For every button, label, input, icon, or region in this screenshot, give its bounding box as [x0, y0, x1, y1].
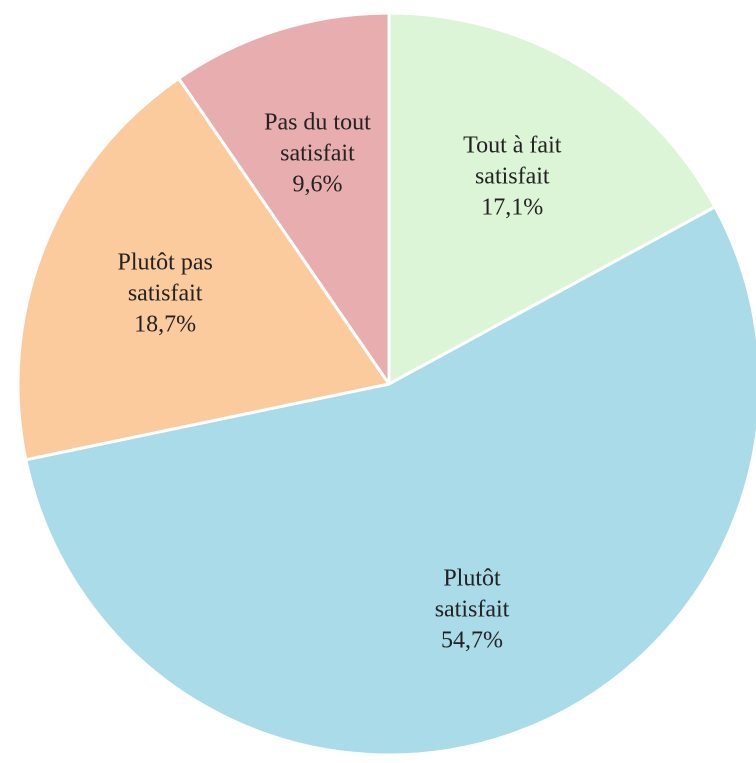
slice-label: Tout à fait satisfait 17,1%: [444, 130, 580, 223]
slice-value: 54,7%: [441, 627, 504, 654]
pie-slice: [16, 76, 391, 462]
slice-value: 17,1%: [481, 194, 544, 221]
slice-category: Tout à fait satisfait: [463, 132, 562, 190]
pie-slice: [24, 205, 756, 757]
slice-label: Plutôt satisfait 54,7%: [404, 564, 540, 657]
slice-label: Pas du tout satisfait 9,6%: [249, 107, 385, 200]
slice-category: Plutôt pas satisfait: [117, 249, 213, 307]
slice-value: 18,7%: [134, 311, 197, 338]
slice-label: Plutôt pas satisfait 18,7%: [97, 248, 233, 341]
pie-slice: [387, 11, 717, 386]
slice-category: Pas du tout satisfait: [264, 109, 371, 167]
slice-category: Plutôt satisfait: [434, 565, 510, 623]
slice-value: 9,6%: [292, 171, 343, 198]
pie-slice: [177, 11, 391, 386]
